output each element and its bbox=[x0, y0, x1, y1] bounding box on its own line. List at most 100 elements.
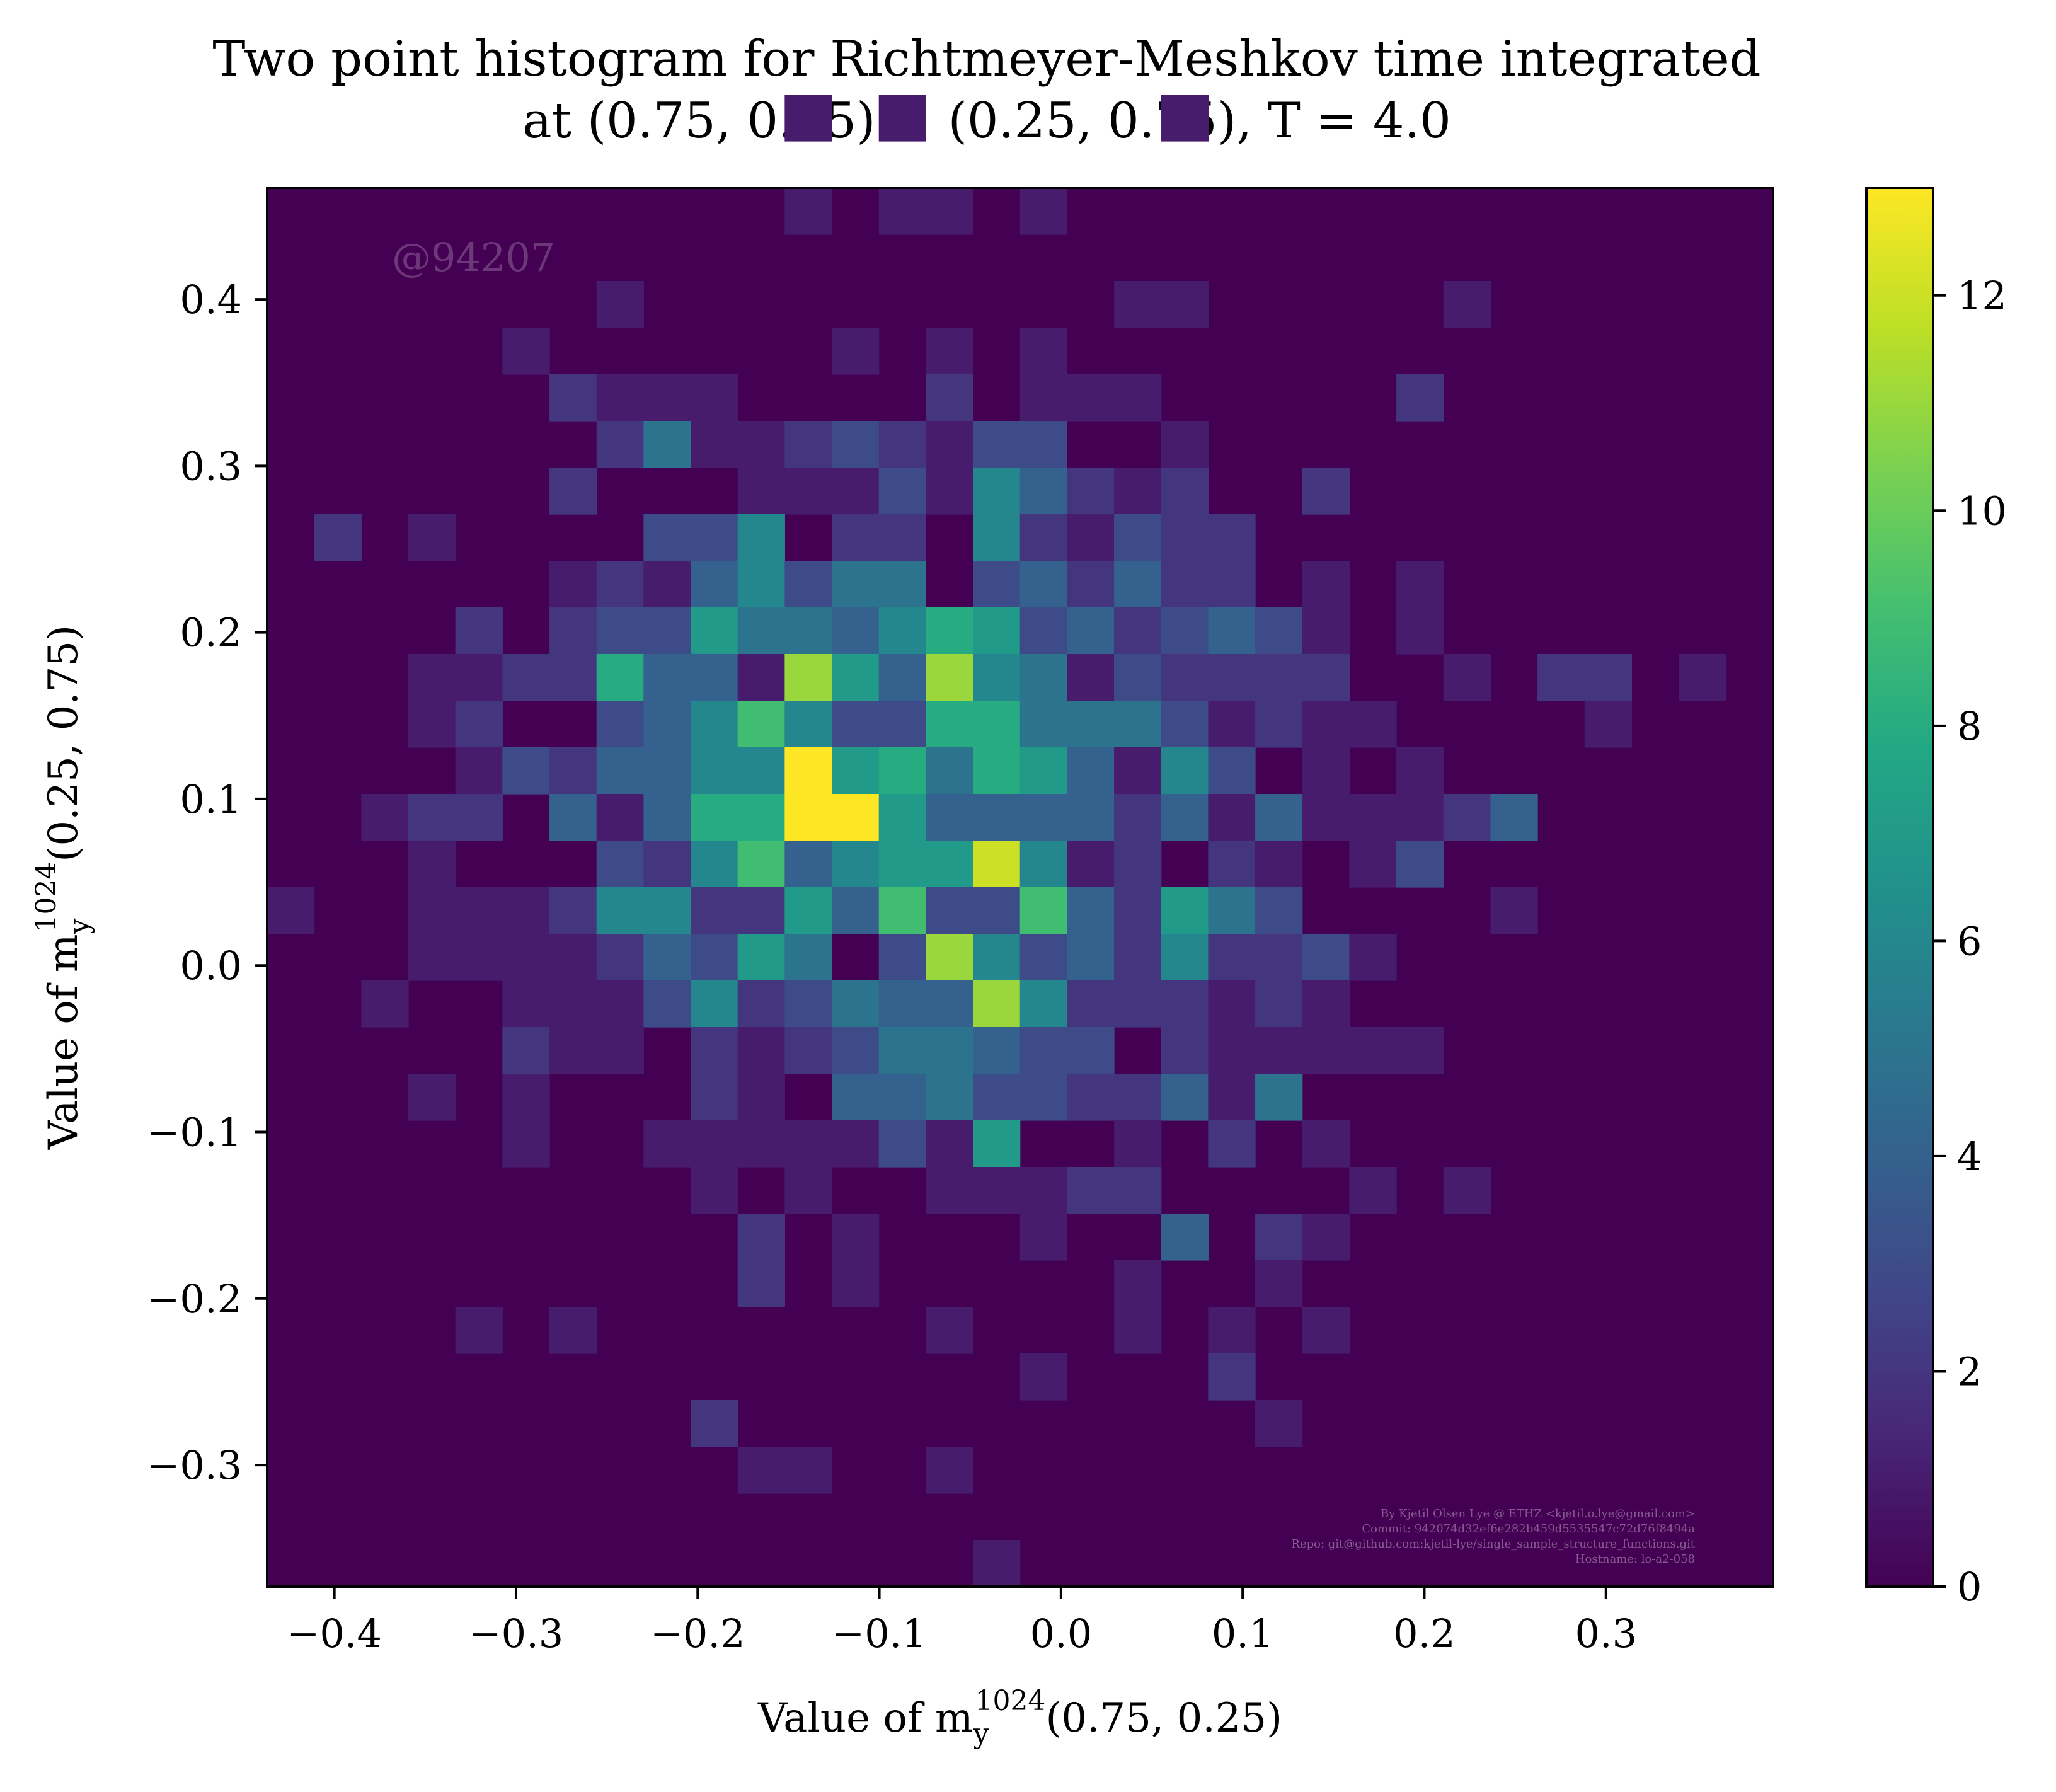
heatmap-cell bbox=[1255, 841, 1303, 888]
heatmap-cell bbox=[1019, 747, 1067, 795]
heatmap-cell bbox=[691, 374, 738, 422]
heatmap-cell bbox=[832, 794, 880, 841]
heatmap-cell bbox=[1161, 1027, 1209, 1074]
heatmap-cell bbox=[502, 747, 550, 795]
heatmap-cell bbox=[878, 841, 926, 888]
heatmap-cell bbox=[1067, 1027, 1115, 1074]
heatmap-cell bbox=[1302, 934, 1350, 981]
heatmap-cell bbox=[1349, 841, 1397, 888]
heatmap-cell bbox=[973, 1540, 1021, 1587]
heatmap-cell bbox=[643, 841, 691, 888]
heatmap-cell bbox=[1114, 281, 1162, 328]
heatmap-cell bbox=[1349, 794, 1397, 841]
heatmap-cell bbox=[973, 701, 1021, 748]
heatmap-cell bbox=[1302, 1027, 1350, 1074]
heatmap-cell bbox=[832, 607, 880, 655]
heatmap-cell bbox=[596, 747, 644, 795]
heatmap-cell bbox=[643, 701, 691, 748]
colorbar-gradient bbox=[1865, 187, 1934, 1588]
heatmap-cell bbox=[502, 328, 550, 375]
heatmap-cell bbox=[878, 188, 926, 235]
heatmap-cell bbox=[502, 1074, 550, 1121]
heatmap-cell bbox=[1208, 887, 1256, 934]
heatmap-cell bbox=[878, 794, 926, 841]
heatmap-cell bbox=[1019, 887, 1067, 934]
heatmap-cell bbox=[926, 1167, 973, 1214]
heatmap-cell bbox=[878, 887, 926, 934]
y-tick-label: 0.2 bbox=[180, 610, 242, 656]
heatmap-cell bbox=[1161, 934, 1209, 981]
x-axis-label: Value of my1024(0.75, 0.25) bbox=[757, 1685, 1282, 1750]
heatmap-cell bbox=[691, 1167, 738, 1214]
heatmap-cell bbox=[1114, 794, 1162, 841]
heatmap-cell bbox=[973, 654, 1021, 701]
heatmap-cell bbox=[455, 747, 503, 795]
heatmap-cell bbox=[1208, 794, 1256, 841]
heatmap-cell bbox=[1302, 607, 1350, 655]
heatmap-cell bbox=[1161, 887, 1209, 934]
heatmap-cell bbox=[1208, 514, 1256, 561]
heatmap-cell bbox=[878, 747, 926, 795]
heatmap-cell bbox=[832, 1260, 880, 1307]
heatmap-cell bbox=[1208, 654, 1256, 701]
heatmap-cell bbox=[737, 747, 785, 795]
heatmap-cell bbox=[643, 607, 691, 655]
heatmap-cell bbox=[1161, 1214, 1209, 1261]
heatmap-cell bbox=[1019, 514, 1067, 561]
y-tick-label: −0.3 bbox=[147, 1442, 242, 1488]
y-axis-label: Value of my1024(0.25, 0.75) bbox=[30, 625, 95, 1150]
heatmap-cell bbox=[691, 980, 738, 1028]
credit-block: By Kjetil Olsen Lye @ ETHZ <kjetil.o.lye… bbox=[1291, 1507, 1695, 1566]
heatmap-cell bbox=[1067, 934, 1115, 981]
heatmap-cell bbox=[784, 654, 832, 701]
heatmap-cell bbox=[926, 1447, 973, 1494]
heatmap-cell bbox=[1302, 1307, 1350, 1354]
heatmap-cell bbox=[1067, 654, 1115, 701]
heatmap-cell bbox=[784, 887, 832, 934]
heatmap-cell bbox=[973, 794, 1021, 841]
heatmap-cell bbox=[1443, 654, 1491, 701]
heatmap-cell bbox=[596, 654, 644, 701]
heatmap-cell bbox=[1349, 701, 1397, 748]
heatmap-cell bbox=[784, 607, 832, 655]
heatmap-cell bbox=[1114, 1260, 1162, 1307]
heatmap-cell bbox=[596, 607, 644, 655]
heatmap-cell bbox=[878, 980, 926, 1028]
heatmap-cell bbox=[643, 654, 691, 701]
heatmap-cell bbox=[1114, 934, 1162, 981]
heatmap-cell bbox=[1114, 561, 1162, 608]
heatmap-cell bbox=[926, 701, 973, 748]
heatmap-cell bbox=[549, 794, 597, 841]
x-tick-label: 0.2 bbox=[1393, 1611, 1456, 1657]
heatmap-cell bbox=[1208, 607, 1256, 655]
heatmap-cell bbox=[549, 980, 597, 1028]
heatmap-cell bbox=[314, 514, 362, 561]
heatmap-cell bbox=[549, 1307, 597, 1354]
heatmap-cells bbox=[267, 95, 1726, 1587]
heatmap-cell bbox=[408, 654, 456, 701]
heatmap-cell bbox=[926, 1027, 973, 1074]
heatmap-cell bbox=[1302, 654, 1350, 701]
credit-line-2: Commit: 942074d32ef6e282b459d5535547c72d… bbox=[1362, 1522, 1695, 1536]
heatmap-cell bbox=[691, 794, 738, 841]
heatmap-cell bbox=[1019, 1214, 1067, 1261]
heatmap-cell bbox=[784, 1167, 832, 1214]
heatmap-cell bbox=[455, 1307, 503, 1354]
heatmap-cell bbox=[1161, 794, 1209, 841]
heatmap-cell bbox=[1114, 701, 1162, 748]
heatmap-cell bbox=[832, 747, 880, 795]
x-label-sub: y bbox=[973, 1718, 989, 1750]
heatmap-cell bbox=[737, 887, 785, 934]
heatmap-cell bbox=[737, 1260, 785, 1307]
heatmap-cell bbox=[691, 607, 738, 655]
heatmap-cell bbox=[643, 374, 691, 422]
heatmap-cell bbox=[1114, 654, 1162, 701]
heatmap-cell bbox=[1161, 514, 1209, 561]
heatmap-cell bbox=[1161, 980, 1209, 1028]
heatmap-cell bbox=[1208, 934, 1256, 981]
heatmap-cell bbox=[832, 1120, 880, 1168]
heatmap-cell bbox=[691, 887, 738, 934]
heatmap-cell bbox=[1443, 281, 1491, 328]
y-tick-label: 0.0 bbox=[180, 943, 242, 989]
heatmap-cell bbox=[1114, 468, 1162, 515]
